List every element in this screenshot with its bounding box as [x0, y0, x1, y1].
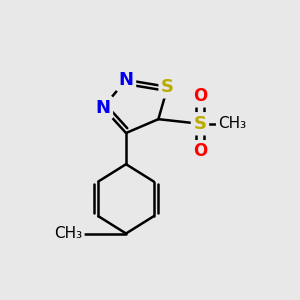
Text: O: O	[193, 87, 207, 105]
Text: S: S	[194, 115, 206, 133]
Text: CH₃: CH₃	[218, 116, 246, 131]
Text: N: N	[118, 71, 134, 89]
Text: N: N	[95, 99, 110, 117]
Text: O: O	[193, 142, 207, 160]
Text: S: S	[161, 78, 174, 96]
Text: CH₃: CH₃	[54, 226, 82, 241]
